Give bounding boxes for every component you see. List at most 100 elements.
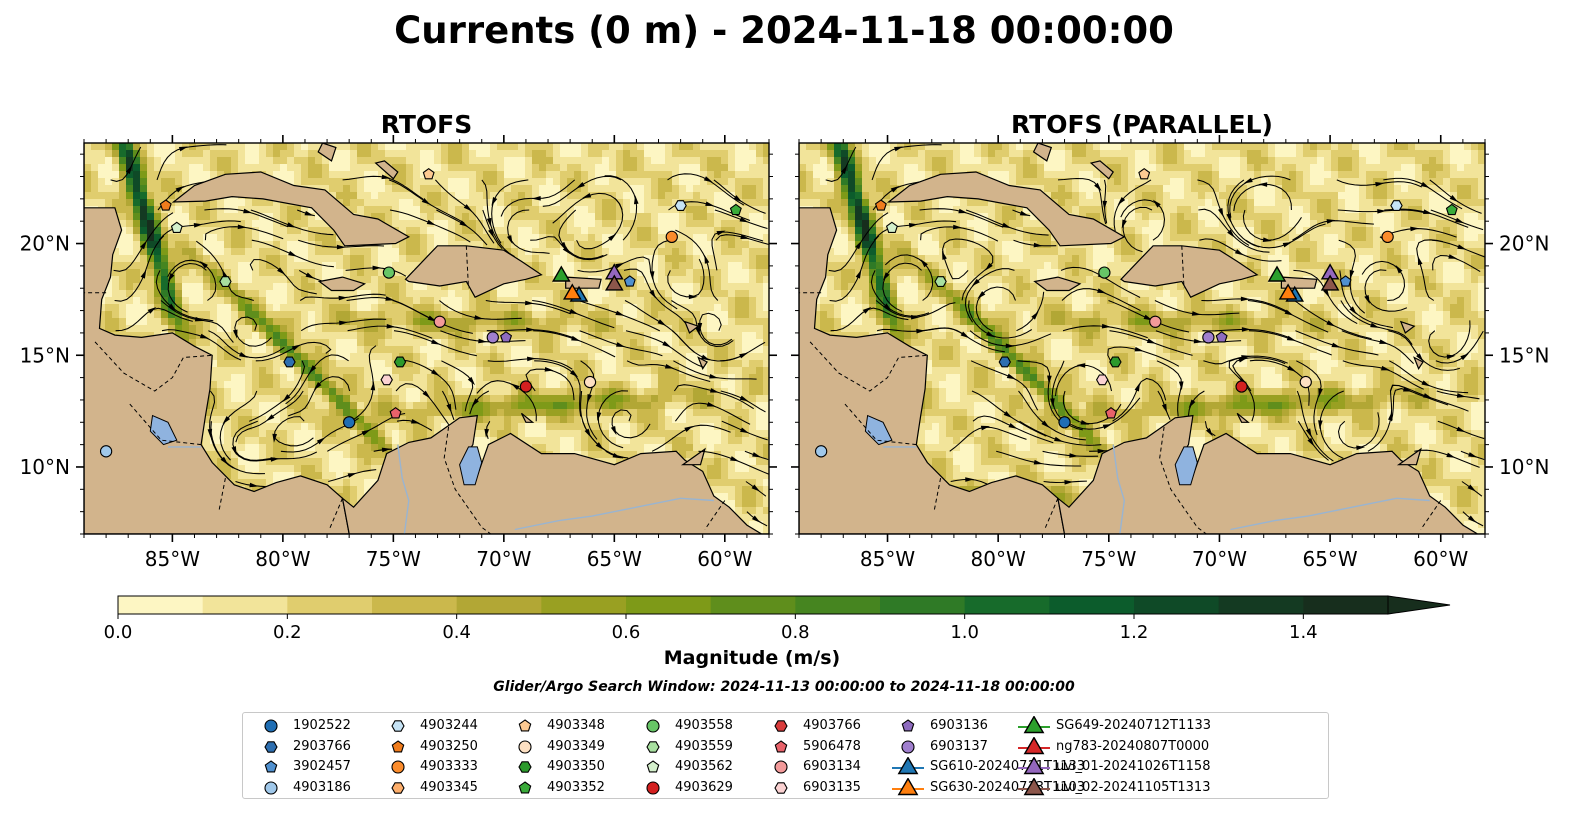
y-tick-label: 15°N xyxy=(1499,343,1549,367)
marker-4903629 xyxy=(1235,380,1248,393)
legend-label: SG649-20240712T1133 xyxy=(1056,718,1212,733)
legend-label: 4903350 xyxy=(547,759,605,774)
triangle-marker-icon xyxy=(892,777,924,795)
legend-label: uvi_01-20241026T1158 xyxy=(1056,759,1211,774)
colorbar-tick-label: 1.4 xyxy=(1289,622,1318,643)
marker-1902522 xyxy=(343,416,356,429)
colorbar-tick-label: 0.8 xyxy=(781,622,810,643)
marker-uvi_02-20241105T1313 xyxy=(604,274,624,291)
y-tick-label: 10°N xyxy=(20,455,70,479)
colorbar-bin xyxy=(1134,596,1220,614)
platform-markers xyxy=(99,168,742,458)
colorbar-bin xyxy=(541,596,627,614)
legend-label: ng783-20240807T0000 xyxy=(1056,738,1210,754)
marker-4903629 xyxy=(519,380,533,393)
triangle-marker-icon xyxy=(1018,757,1050,775)
pentagon-marker-icon xyxy=(646,760,660,773)
legend-label: 4903186 xyxy=(293,779,351,795)
x-tick-label: 85°W xyxy=(860,547,915,571)
x-tick-label: 60°W xyxy=(1413,547,1468,571)
pentagon-marker-icon xyxy=(391,739,405,752)
x-tick-label: 65°W xyxy=(587,547,642,571)
legend-label: 5906478 xyxy=(803,738,861,754)
marker-6903134 xyxy=(433,315,446,328)
rtofs-parallel-map-panel: 85°W 80°W 75°W 70°W 65°W 60°W 10°N 15°N 20°N RTOF… xyxy=(791,110,1549,571)
axis-ticks: 85°W 80°W 75°W 70°W 65°W 60°W 10°N 15°N 20°N xyxy=(20,135,777,571)
marker-6903136 xyxy=(1215,331,1228,343)
colorbar-bin xyxy=(1218,596,1304,614)
colorbar-bin xyxy=(287,596,373,614)
marker-4903350 xyxy=(1109,356,1122,368)
legend-label: 4903558 xyxy=(675,718,733,733)
colorbar-label: Magnitude (m/s) xyxy=(664,647,841,669)
legend-label: 6903134 xyxy=(803,759,861,774)
x-tick-label: 80°W xyxy=(255,547,310,571)
marker-4903348 xyxy=(422,168,435,180)
hexagon-marker-icon xyxy=(518,761,532,773)
marker-SG649-20240712T1133 xyxy=(551,265,571,282)
legend-label: 4903629 xyxy=(675,779,733,795)
colorbar-bin xyxy=(456,596,542,614)
colorbar-tick-label: 0.6 xyxy=(612,622,641,643)
x-tick-label: 75°W xyxy=(366,547,421,571)
colorbar-tick-label: 0.4 xyxy=(442,622,471,643)
marker-6903136 xyxy=(500,331,513,343)
hexagon-marker-icon xyxy=(264,740,278,753)
triangle-marker-icon xyxy=(892,757,924,775)
y-tick-label: 20°N xyxy=(1499,232,1549,256)
marker-4903558 xyxy=(382,266,396,279)
circle-marker-icon xyxy=(264,719,278,733)
hexagon-marker-icon xyxy=(646,740,660,753)
marker-4903350 xyxy=(393,356,407,368)
legend-label: 4903352 xyxy=(547,779,605,795)
legend-label: 4903562 xyxy=(675,759,733,774)
circle-marker-icon xyxy=(264,780,278,795)
search-window-text: Glider/Argo Search Window: 2024-11-13 00… xyxy=(493,679,1075,695)
marker-4903244 xyxy=(1390,200,1403,211)
triangle-marker-icon xyxy=(1018,716,1050,734)
marker-2903766 xyxy=(998,356,1012,368)
marker-4903559 xyxy=(934,276,947,287)
x-tick-label: 65°W xyxy=(1302,547,1357,571)
legend: 1902522 2903766 3902457 4903186 4903244 49032… xyxy=(242,712,1329,799)
legend-label: 6903135 xyxy=(803,779,861,795)
pentagon-marker-icon xyxy=(774,739,788,752)
colorbar-tick-label: 0.2 xyxy=(273,622,302,643)
marker-4903352 xyxy=(1445,203,1458,216)
marker-4903186 xyxy=(814,445,828,458)
triangle-marker-icon xyxy=(1018,777,1050,795)
marker-4903333 xyxy=(665,230,678,243)
colorbar-bin xyxy=(1049,596,1135,614)
marker-SG630-20240713T1103 xyxy=(562,283,582,300)
colorbar-tick-label: 0.0 xyxy=(104,622,133,643)
map-frame xyxy=(83,142,770,535)
y-tick-label: 20°N xyxy=(20,232,70,256)
marker-4903562 xyxy=(170,221,183,233)
marker-4903352 xyxy=(729,203,742,216)
colorbar-bin xyxy=(795,596,881,614)
marker-SG630-20240713T1103 xyxy=(1278,283,1298,300)
axis-ticks: 85°W 80°W 75°W 70°W 65°W 60°W 10°N 15°N 20°N xyxy=(791,135,1549,571)
map-frame xyxy=(798,142,1486,535)
panel-title: RTOFS xyxy=(381,110,473,139)
land xyxy=(799,143,1485,534)
legend-label: uvi_02-20241105T1313 xyxy=(1056,779,1211,795)
marker-6903135 xyxy=(1095,374,1109,386)
rtofs-map-panel: 85°W 80°W 75°W 70°W 65°W 60°W 10°N 15°N 20°N RTOF… xyxy=(20,110,777,571)
marker-4903348 xyxy=(1138,168,1151,180)
marker-1902522 xyxy=(1058,416,1071,429)
legend-label: 6903137 xyxy=(930,738,988,754)
y-tick-label: 15°N xyxy=(20,343,70,367)
circle-marker-icon xyxy=(391,760,405,774)
legend-label: 6903136 xyxy=(930,718,988,733)
colorbar: 0.0 0.2 0.4 0.6 0.8 1.0 1.2 1.4 Magnitude (m/s) xyxy=(104,595,1451,669)
colorbar-bin xyxy=(880,596,966,614)
legend-label: 4903244 xyxy=(420,718,478,733)
legend-label: 4903766 xyxy=(803,718,861,733)
colorbar-bin xyxy=(1303,596,1389,614)
x-tick-label: 70°W xyxy=(1192,547,1247,571)
legend-label: 4903250 xyxy=(420,738,478,754)
colorbar-extend-arrow xyxy=(1387,595,1451,615)
streamlines xyxy=(825,144,1485,527)
